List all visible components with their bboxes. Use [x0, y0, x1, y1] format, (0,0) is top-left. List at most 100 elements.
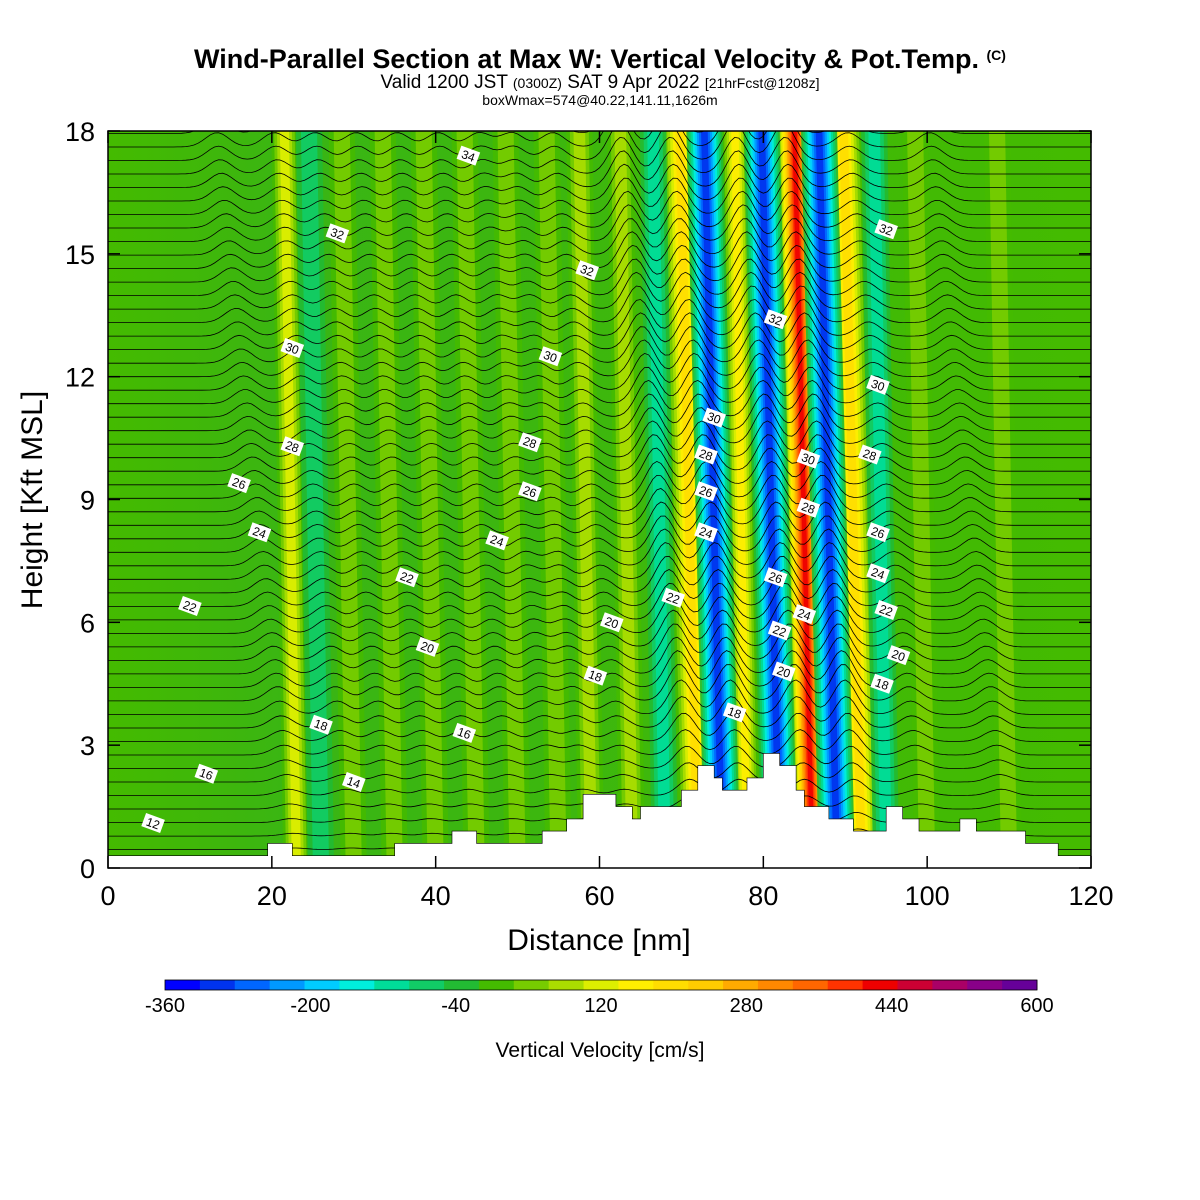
svg-text:26: 26: [869, 524, 887, 542]
svg-text:12: 12: [144, 815, 162, 833]
isentrope-line: [108, 204, 1091, 242]
colorbar-tick-label: 280: [730, 995, 763, 1017]
isentrope-line: [108, 131, 1091, 134]
svg-text:16: 16: [197, 765, 215, 783]
contour-label: 28: [858, 444, 882, 465]
svg-text:18: 18: [726, 704, 744, 722]
svg-text:18: 18: [873, 675, 891, 693]
isentrope-line: [108, 778, 1091, 796]
colorbar-swatch: [444, 980, 480, 990]
contour-label: 22: [661, 587, 685, 608]
contour-label: 24: [485, 530, 509, 551]
colorbar-swatch: [165, 980, 201, 990]
svg-text:24: 24: [795, 606, 813, 624]
contour-label: 20: [600, 612, 624, 633]
svg-text:30: 30: [800, 450, 818, 468]
isentrope-line: [108, 131, 1091, 161]
svg-text:24: 24: [251, 524, 269, 542]
svg-text:34: 34: [460, 147, 478, 165]
terrain-profile: [108, 753, 1091, 868]
isentrope-line: [108, 447, 1091, 486]
y-tick-label: 6: [80, 608, 95, 638]
svg-text:20: 20: [775, 663, 793, 681]
colorbar-swatch: [653, 980, 689, 990]
svg-text:28: 28: [861, 446, 879, 464]
contour-label: 26: [866, 522, 890, 543]
contour-label: 24: [866, 563, 890, 584]
svg-text:22: 22: [664, 589, 682, 607]
x-tick-label: 100: [905, 881, 950, 911]
svg-text:14: 14: [345, 774, 363, 792]
x-tick-label: 120: [1068, 881, 1113, 911]
isentrope-line: [108, 474, 1091, 513]
isentrope-line: [108, 696, 1091, 729]
colorbar-swatch: [932, 980, 968, 990]
updraft-band-2: [369, 131, 408, 868]
updraft-band-4: [451, 131, 490, 868]
colorbar-swatch: [548, 980, 585, 990]
colorbar-swatch: [862, 980, 898, 990]
plot-area: 12 14 16 16 18 18 18 18 20 20 20 20 22 22 22 22 22 24 24 24…: [108, 131, 1091, 868]
contour-label: 24: [694, 522, 718, 543]
svg-text:22: 22: [877, 602, 895, 620]
isentrope-line: [108, 407, 1091, 445]
contour-label: 14: [342, 772, 366, 792]
updraft-band-14: [983, 131, 1023, 868]
isentrope-line: [108, 679, 1091, 715]
colorbar-tick-label: -40: [441, 995, 470, 1017]
colorbar-tick-label: 440: [875, 995, 908, 1017]
svg-text:22: 22: [181, 598, 199, 616]
isentrope-line: [108, 177, 1091, 215]
contour-label: 24: [792, 604, 817, 625]
svg-text:18: 18: [587, 667, 605, 685]
isentrope-line: [108, 729, 1091, 756]
svg-text:26: 26: [230, 475, 248, 493]
isentrope-line: [108, 712, 1091, 742]
x-axis-label: Distance [nm]: [507, 924, 690, 957]
contour-label: 24: [247, 522, 272, 543]
colorbar-swatch: [757, 980, 794, 990]
contour-label: 16: [452, 722, 477, 743]
y-tick-label: 18: [65, 117, 95, 147]
contour-label: 18: [583, 665, 608, 686]
y-tick-label: 0: [80, 854, 95, 884]
isentrope-line: [108, 258, 1091, 296]
svg-text:22: 22: [771, 622, 789, 640]
colorbar-swatch: [304, 980, 340, 990]
isentrope-line: [108, 636, 1091, 675]
colorbar-swatch: [374, 980, 410, 990]
updraft-band-5: [492, 131, 531, 868]
colorbar-swatch: [1002, 980, 1038, 990]
contour-label: 32: [325, 223, 350, 244]
colorbar: -360 -200 -40 120 280 440 600: [145, 979, 1054, 1017]
svg-text:20: 20: [890, 647, 908, 665]
isentrope-line: [108, 379, 1091, 418]
svg-text:32: 32: [877, 221, 895, 239]
contour-label: 22: [395, 567, 419, 588]
isentrope-line: [108, 745, 1091, 769]
isentrope-line: [108, 434, 1091, 472]
isentrope-line: [108, 150, 1091, 188]
contour-label: 28: [518, 432, 542, 453]
x-tick-label: 0: [100, 881, 115, 911]
isentrope-line: [108, 285, 1091, 324]
svg-text:32: 32: [329, 225, 347, 243]
isentrope-line: [108, 339, 1091, 378]
contour-label: 18: [309, 714, 333, 735]
colorbar-swatch: [478, 980, 515, 990]
contour-label: 20: [772, 661, 796, 682]
svg-text:26: 26: [767, 569, 785, 587]
svg-text:24: 24: [869, 565, 887, 583]
svg-text:32: 32: [767, 311, 785, 329]
y-axis-label: Height [Kft MSL]: [16, 391, 49, 609]
isentrope-line: [108, 326, 1091, 364]
contour-label: 20: [415, 636, 440, 657]
contour-label: 18: [722, 702, 747, 723]
svg-text:24: 24: [488, 532, 506, 550]
svg-text:20: 20: [603, 614, 621, 632]
contour-label: 28: [694, 444, 718, 465]
isentrope-line: [108, 555, 1091, 594]
colorbar-swatch: [688, 980, 724, 990]
contour-label: 22: [767, 620, 792, 641]
